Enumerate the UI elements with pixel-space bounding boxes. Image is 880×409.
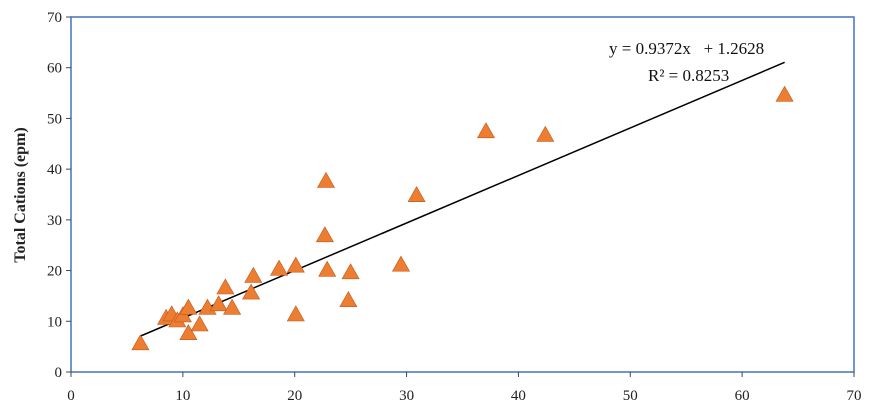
y-tick-label: 60 <box>47 61 62 77</box>
y-tick-label: 30 <box>47 213 62 229</box>
data-point <box>244 266 263 283</box>
x-tick-label: 50 <box>623 388 638 404</box>
data-point <box>536 125 555 142</box>
data-point <box>341 263 360 280</box>
x-tick-label: 30 <box>399 388 414 404</box>
data-point <box>476 122 496 139</box>
data-point <box>216 278 235 295</box>
data-point <box>242 283 261 300</box>
y-tick-label: 10 <box>47 314 62 330</box>
trendline-equation: y = 0.9372x + 1.2628 <box>609 39 764 58</box>
data-point <box>315 226 334 243</box>
data-point <box>131 334 150 351</box>
data-points <box>131 85 794 351</box>
data-point <box>286 256 305 273</box>
data-point <box>775 85 794 102</box>
y-tick-label: 0 <box>55 365 63 381</box>
x-tick-label: 0 <box>67 388 75 404</box>
data-point <box>286 305 305 322</box>
y-axis: 0 10 20 30 40 50 60 70 <box>47 10 71 381</box>
y-tick-label: 40 <box>47 162 62 178</box>
data-point <box>316 171 336 188</box>
r-squared-label: R² = 0.8253 <box>648 66 729 85</box>
x-axis: 0 10 20 30 40 50 60 70 <box>67 372 862 404</box>
trendline <box>140 61 785 337</box>
data-point <box>391 255 411 272</box>
data-point <box>179 324 198 341</box>
data-point <box>179 298 198 315</box>
data-point <box>223 298 242 315</box>
data-point <box>318 260 337 277</box>
y-tick-label: 50 <box>47 111 62 127</box>
data-point <box>190 315 209 332</box>
x-tick-label: 20 <box>287 388 302 404</box>
x-tick-label: 60 <box>735 388 750 404</box>
plot-frame <box>70 16 855 373</box>
x-tick-label: 10 <box>175 388 190 404</box>
y-tick-label: 70 <box>47 10 62 26</box>
x-tick-label: 40 <box>511 388 526 404</box>
y-tick-label: 20 <box>47 264 62 280</box>
x-tick-label: 70 <box>847 388 862 404</box>
data-point <box>407 186 426 202</box>
data-point <box>209 295 228 312</box>
data-point <box>339 291 358 308</box>
y-axis-label: Total Cations (epm) <box>12 127 29 262</box>
data-point <box>270 259 289 276</box>
